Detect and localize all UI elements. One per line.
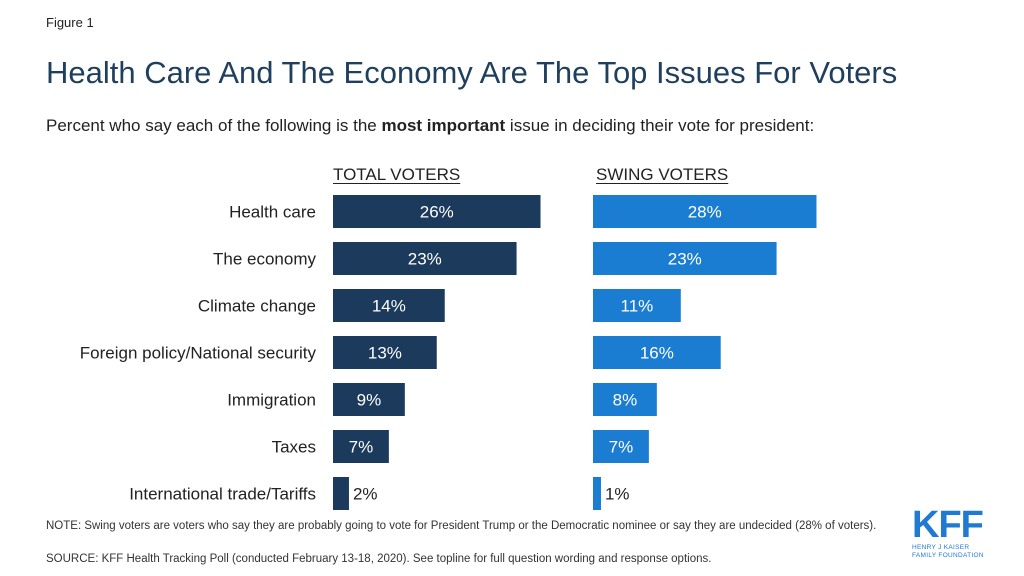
data-label: 8% — [613, 391, 638, 410]
data-label: 1% — [605, 485, 630, 504]
subtitle-pre: Percent who say each of the following is… — [46, 116, 382, 135]
bar-swing — [593, 242, 777, 275]
data-label: 23% — [408, 250, 442, 269]
bar-total — [333, 242, 517, 275]
kff-logo: KFF HENRY J KAISER FAMILY FOUNDATION — [912, 506, 1002, 560]
subtitle-bold: most important — [381, 116, 506, 135]
chart-subtitle: Percent who say each of the following is… — [46, 116, 814, 136]
category-label: The economy — [213, 250, 316, 269]
chart-title: Health Care And The Economy Are The Top … — [46, 55, 898, 90]
logo-line2: FAMILY FOUNDATION — [912, 552, 984, 559]
data-label: 23% — [668, 250, 702, 269]
category-label: Health care — [229, 203, 316, 222]
figure-label: Figure 1 — [46, 15, 94, 30]
bar-total — [333, 289, 445, 322]
data-label: 28% — [688, 203, 722, 222]
bar-total — [333, 477, 349, 510]
category-label: Climate change — [198, 297, 316, 316]
data-label: 9% — [357, 391, 382, 410]
bar-swing — [593, 430, 649, 463]
bar-swing — [593, 477, 601, 510]
logo-mark: KFF — [912, 504, 984, 546]
category-label: International trade/Tariffs — [129, 485, 316, 504]
bar-swing — [593, 195, 817, 228]
bar-total — [333, 336, 437, 369]
data-label: 7% — [349, 438, 374, 457]
bar-swing — [593, 383, 657, 416]
swing-voters-header: SWING VOTERS — [596, 165, 729, 184]
bar-swing — [593, 289, 681, 322]
bar-total — [333, 383, 405, 416]
data-label: 13% — [368, 344, 402, 363]
total-voters-header: TOTAL VOTERS — [333, 165, 461, 184]
logo-line1: HENRY J KAISER — [912, 544, 970, 551]
data-label: 14% — [372, 297, 406, 316]
data-label: 16% — [640, 344, 674, 363]
bar-swing — [593, 336, 721, 369]
category-label: Taxes — [272, 438, 316, 457]
subtitle-post: issue in deciding their vote for preside… — [505, 116, 815, 135]
data-label: 2% — [353, 485, 378, 504]
source-text: SOURCE: KFF Health Tracking Poll (conduc… — [46, 553, 712, 565]
note-text: NOTE: Swing voters are voters who say th… — [46, 520, 877, 532]
bar-total — [333, 195, 541, 228]
data-label: 11% — [621, 297, 654, 316]
category-label: Immigration — [227, 391, 316, 410]
data-label: 7% — [609, 438, 634, 457]
bar-total — [333, 430, 389, 463]
category-label: Foreign policy/National security — [80, 344, 317, 363]
data-label: 26% — [420, 203, 454, 222]
